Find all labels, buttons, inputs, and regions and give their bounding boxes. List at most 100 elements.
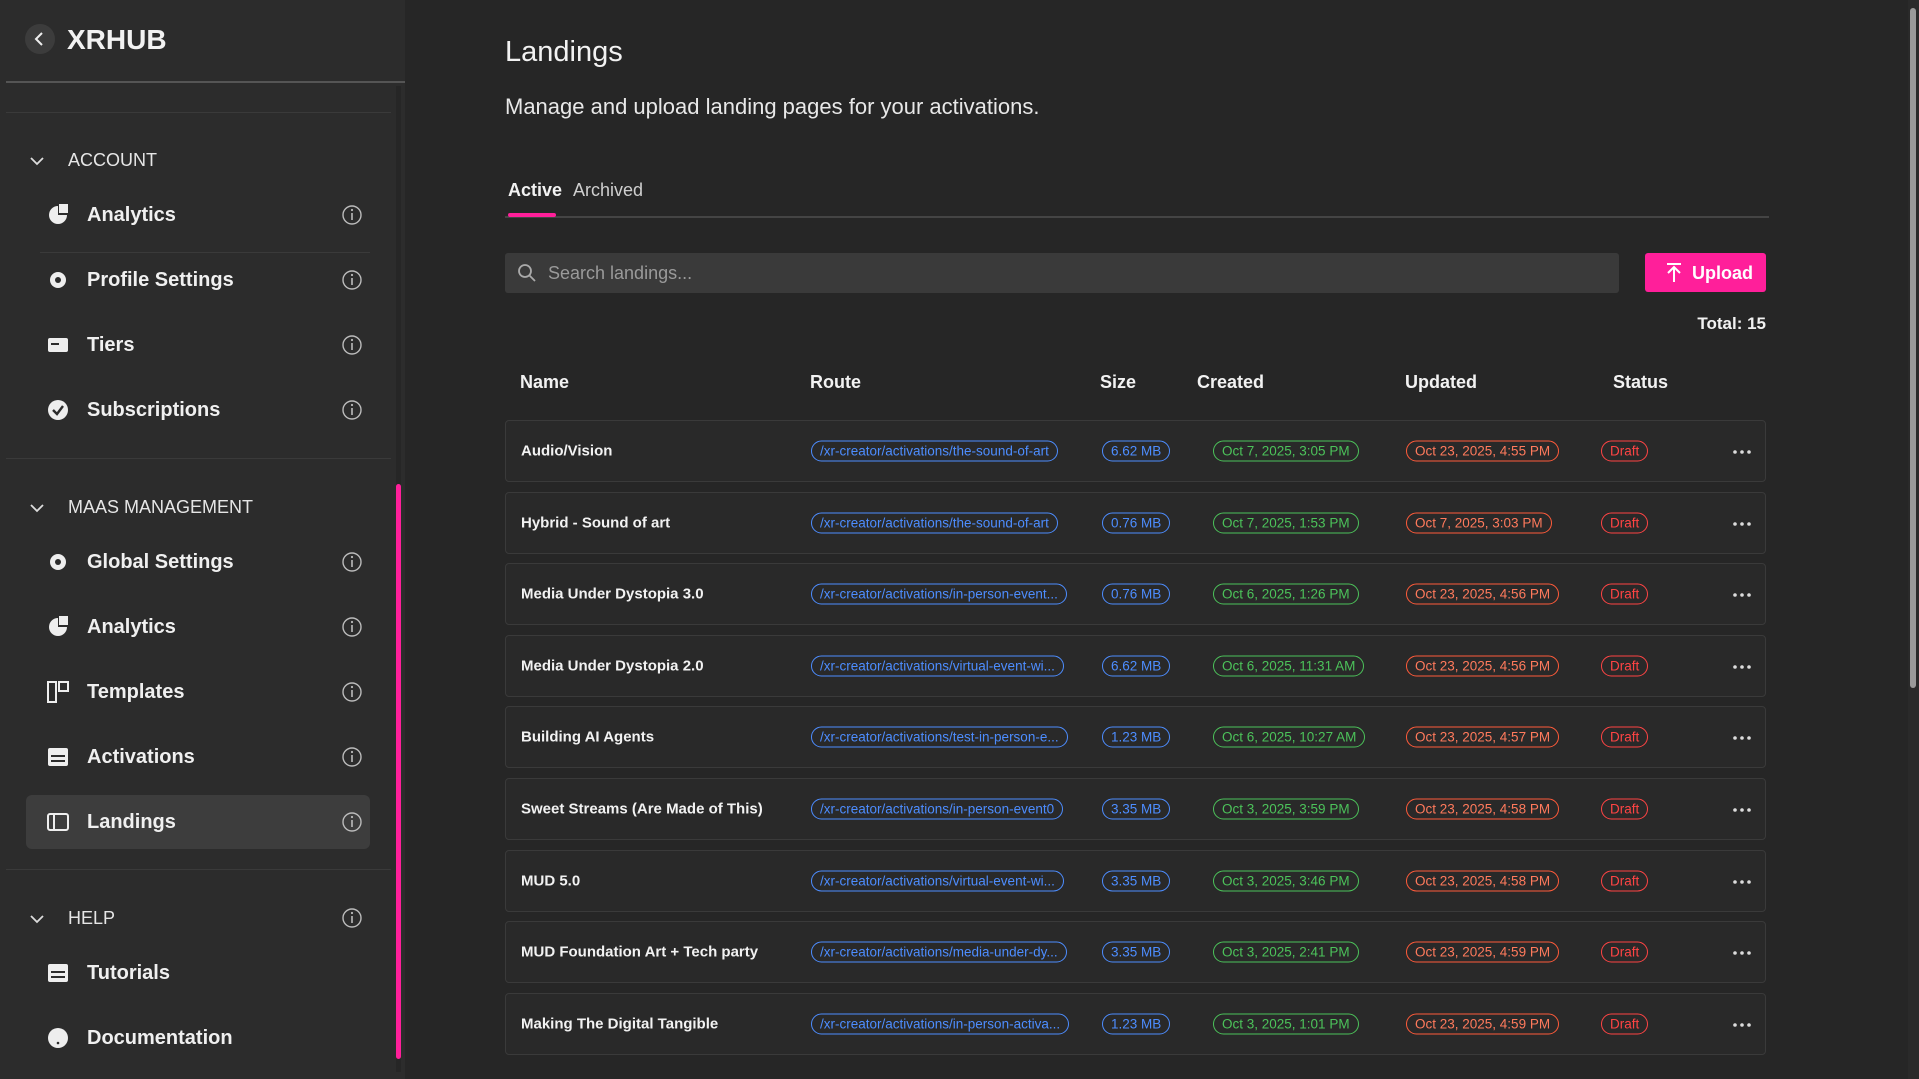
nav-item[interactable]: Analytics xyxy=(26,600,370,654)
section-title: ACCOUNT xyxy=(68,150,157,171)
nav-item[interactable]: Profile Settings xyxy=(26,253,370,307)
pill: Oct 3, 2025, 3:46 PM xyxy=(1213,870,1359,891)
pill: Oct 3, 2025, 2:41 PM xyxy=(1213,942,1359,963)
pill: Draft xyxy=(1601,727,1648,748)
pill: Draft xyxy=(1601,870,1648,891)
row-menu[interactable] xyxy=(1732,659,1752,680)
nav-item[interactable]: Activations xyxy=(26,730,370,784)
landing-name: Media Under Dystopia 3.0 xyxy=(521,586,704,603)
pill: Draft xyxy=(1601,655,1648,676)
row-menu[interactable] xyxy=(1732,802,1752,823)
landing-name: Hybrid - Sound of art xyxy=(521,514,670,531)
main: Landings Manage and upload landing pages… xyxy=(405,0,1919,1079)
pill: /xr-creator/activations/in-person-activa… xyxy=(811,1013,1069,1034)
column-header: Size xyxy=(1100,372,1136,393)
pill: Draft xyxy=(1601,441,1648,462)
scroll-thumb[interactable] xyxy=(1910,8,1916,688)
pill: 0.76 MB xyxy=(1102,512,1170,533)
column-header: Updated xyxy=(1405,372,1477,393)
pill: Draft xyxy=(1601,1013,1648,1034)
nav-item[interactable]: Global Settings xyxy=(26,535,370,589)
back-button[interactable] xyxy=(24,23,56,55)
landing-name: Audio/Vision xyxy=(521,443,612,460)
nav-label: Analytics xyxy=(87,616,176,639)
pill: Oct 23, 2025, 4:56 PM xyxy=(1406,584,1559,605)
pill: /xr-creator/activations/test-in-person-e… xyxy=(811,727,1068,748)
search[interactable]: Search landings... xyxy=(505,253,1619,293)
info-icon xyxy=(341,907,363,934)
pill: Oct 7, 2025, 1:53 PM xyxy=(1213,512,1359,533)
nav-icon xyxy=(46,333,70,362)
tab[interactable]: Active xyxy=(508,180,562,201)
pill: 3.35 MB xyxy=(1102,942,1170,963)
scroll-thumb[interactable] xyxy=(396,484,401,1059)
upload-button[interactable]: Upload xyxy=(1645,253,1766,292)
row-menu[interactable] xyxy=(1732,1017,1752,1038)
tab-indicator xyxy=(508,213,556,217)
search-placeholder: Search landings... xyxy=(548,263,692,284)
table-row[interactable]: Media Under Dystopia 3.0/xr-creator/acti… xyxy=(505,563,1766,625)
row-menu[interactable] xyxy=(1732,730,1752,751)
nav-item[interactable]: Analytics xyxy=(26,188,370,242)
pill: Oct 23, 2025, 4:58 PM xyxy=(1406,870,1559,891)
table-row[interactable]: Media Under Dystopia 2.0/xr-creator/acti… xyxy=(505,635,1766,697)
nav-icon xyxy=(46,1026,70,1055)
row-menu[interactable] xyxy=(1732,516,1752,537)
upload-icon xyxy=(1665,262,1683,284)
pill: /xr-creator/activations/in-person-event.… xyxy=(811,584,1067,605)
pill: /xr-creator/activations/the-sound-of-art xyxy=(811,441,1058,462)
table-row[interactable]: Sweet Streams (Are Made of This)/xr-crea… xyxy=(505,778,1766,840)
divider xyxy=(6,458,391,459)
pill: /xr-creator/activations/virtual-event-wi… xyxy=(811,870,1064,891)
table-row[interactable]: Hybrid - Sound of art/xr-creator/activat… xyxy=(505,492,1766,554)
tab[interactable]: Archived xyxy=(573,180,643,201)
column-header: Status xyxy=(1613,372,1668,393)
divider xyxy=(6,112,391,113)
row-menu[interactable] xyxy=(1732,874,1752,895)
pill: Draft xyxy=(1601,942,1648,963)
row-menu[interactable] xyxy=(1732,945,1752,966)
pill: 0.76 MB xyxy=(1102,584,1170,605)
table-row[interactable]: Building AI Agents/xr-creator/activation… xyxy=(505,706,1766,768)
pill: Oct 6, 2025, 11:31 AM xyxy=(1213,655,1364,676)
row-menu[interactable] xyxy=(1732,587,1752,608)
nav-item[interactable]: Landings xyxy=(26,795,370,849)
row-menu[interactable] xyxy=(1732,444,1752,465)
nav-label: Global Settings xyxy=(87,551,234,574)
nav-label: Tiers xyxy=(87,334,134,357)
pill: Oct 3, 2025, 3:59 PM xyxy=(1213,799,1359,820)
page-title: Landings xyxy=(505,36,623,69)
info-icon xyxy=(341,811,363,838)
nav-icon xyxy=(46,810,70,839)
nav-item[interactable]: Documentation xyxy=(26,1011,370,1065)
upload-label: Upload xyxy=(1692,263,1753,284)
table-row[interactable]: MUD Foundation Art + Tech party/xr-creat… xyxy=(505,921,1766,983)
pill: /xr-creator/activations/the-sound-of-art xyxy=(811,512,1058,533)
pill: Oct 7, 2025, 3:05 PM xyxy=(1213,441,1359,462)
pill: Oct 6, 2025, 1:26 PM xyxy=(1213,584,1359,605)
nav-item[interactable]: Subscriptions xyxy=(26,383,370,437)
nav-label: Landings xyxy=(87,811,176,834)
pill: Oct 3, 2025, 1:01 PM xyxy=(1213,1013,1359,1034)
nav-icon xyxy=(46,961,70,990)
info-icon xyxy=(341,681,363,708)
info-icon xyxy=(341,334,363,361)
pill: 6.62 MB xyxy=(1102,441,1170,462)
nav-item[interactable]: Tutorials xyxy=(26,946,370,1000)
total: Total: 15 xyxy=(1697,314,1766,334)
pill: 1.23 MB xyxy=(1102,727,1170,748)
pill: Oct 6, 2025, 10:27 AM xyxy=(1213,727,1365,748)
pill: 3.35 MB xyxy=(1102,870,1170,891)
table-row[interactable]: Audio/Vision/xr-creator/activations/the-… xyxy=(505,420,1766,482)
landing-name: MUD 5.0 xyxy=(521,872,580,889)
nav-item[interactable]: Templates xyxy=(26,665,370,719)
tab-line xyxy=(505,216,1769,218)
nav-item[interactable]: Tiers xyxy=(26,318,370,372)
sidebar: XRHUB ACCOUNTAnalyticsProfile SettingsTi… xyxy=(0,0,405,1079)
section-chevron xyxy=(28,909,48,934)
info-icon xyxy=(341,746,363,773)
table-row[interactable]: MUD 5.0/xr-creator/activations/virtual-e… xyxy=(505,850,1766,912)
table-row[interactable]: Making The Digital Tangible/xr-creator/a… xyxy=(505,993,1766,1055)
